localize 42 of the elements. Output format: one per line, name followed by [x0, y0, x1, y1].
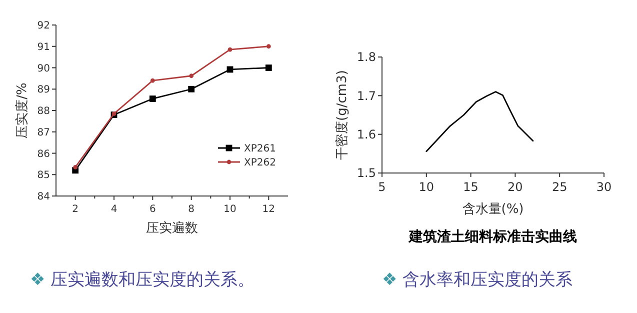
x-tick-label: 12 — [262, 204, 276, 215]
x-tick-label: 5 — [378, 180, 386, 194]
text: ❖ 压实遍数和压实度的关系。 — [30, 270, 255, 290]
y-tick-label: 1.6 — [356, 128, 376, 142]
legend-label: XP261 — [244, 144, 276, 154]
point — [266, 44, 271, 49]
point — [265, 64, 272, 71]
text: 建筑渣土细料标准击实曲线 — [408, 228, 577, 245]
y-tick-label: 84 — [37, 192, 50, 202]
y-tick-label: 86 — [37, 148, 50, 160]
x-tick-label: 25 — [552, 180, 568, 194]
y-tick-label: 91 — [37, 42, 50, 53]
x-tick-label: 6 — [149, 204, 156, 215]
y-tick-label: 90 — [37, 63, 50, 74]
y-tick-label: 87 — [37, 127, 50, 138]
point — [73, 164, 78, 170]
x-axis-title: 压实遍数 — [146, 220, 198, 236]
x-tick-label: 10 — [418, 180, 434, 194]
y-axis-title: 干密度(g/cm3) — [334, 70, 350, 160]
x-axis-title: 含水量(%) — [462, 202, 524, 217]
x-tick-label: 8 — [188, 204, 195, 215]
y-axis-title: 压实度/% — [14, 82, 30, 138]
point — [228, 47, 232, 52]
point — [188, 86, 195, 92]
x-tick-label: 15 — [463, 180, 478, 194]
y-tick-label: 88 — [37, 106, 50, 117]
legend-label: XP262 — [244, 158, 276, 168]
y-tick-label: 85 — [37, 170, 50, 182]
point — [149, 96, 156, 102]
y-tick-label: 1.5 — [356, 166, 376, 180]
point — [150, 78, 155, 83]
x-tick-label: 30 — [596, 180, 612, 194]
x-tick-label: 2 — [72, 204, 79, 215]
text: ❖ 含水率和压实度的关系 — [382, 270, 573, 290]
y-tick-label: 89 — [37, 84, 50, 96]
x-tick-label: 10 — [224, 204, 236, 215]
y-tick-label: 1.8 — [356, 50, 376, 64]
y-tick-label: 1.7 — [356, 88, 376, 103]
point — [189, 74, 194, 78]
x-tick-label: 4 — [110, 204, 118, 215]
x-tick-label: 20 — [508, 180, 523, 194]
y-tick-label: 92 — [37, 20, 50, 32]
